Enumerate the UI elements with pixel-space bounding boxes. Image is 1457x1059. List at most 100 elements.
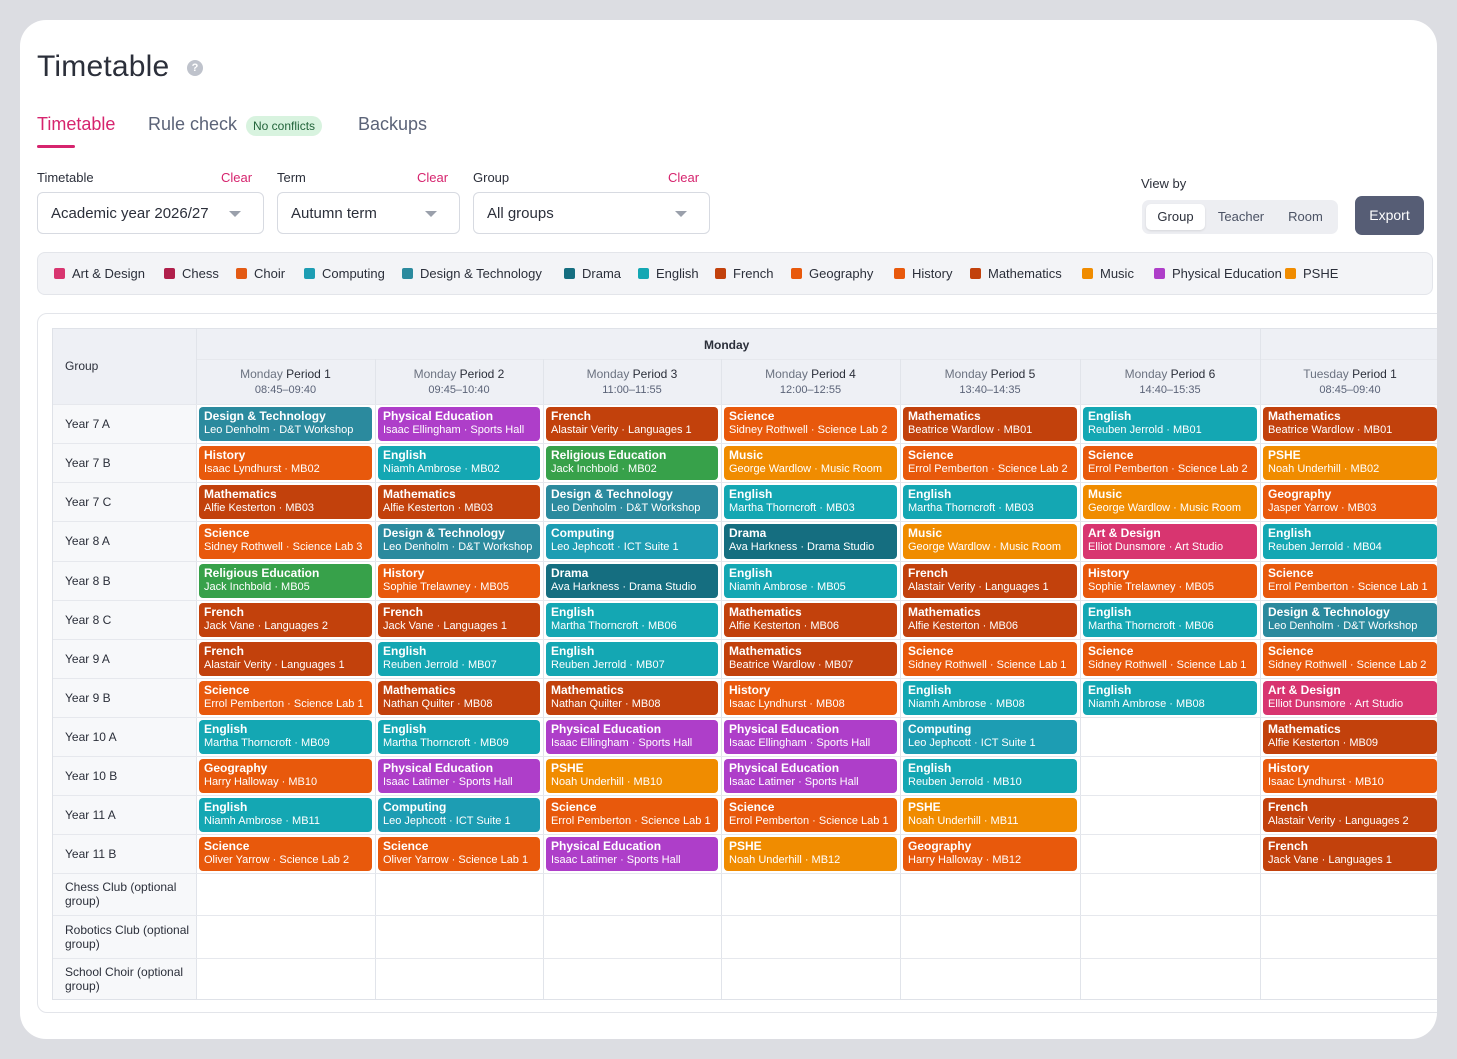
lesson-cell[interactable]: Science Sidney Rothwell · Science Lab 3 [199,524,372,559]
lesson-cell[interactable]: English Martha Thorncroft · MB03 [724,485,897,519]
lesson-cell[interactable]: Mathematics Alfie Kesterton · MB09 [1263,720,1437,754]
lesson-cell[interactable]: Geography Jasper Yarrow · MB03 [1263,485,1437,519]
lesson-cell[interactable]: English Niamh Ambrose · MB02 [378,446,540,480]
lesson-cell[interactable]: Computing Leo Jephcott · ICT Suite 1 [378,798,540,832]
lesson-cell[interactable]: French Alastair Verity · Languages 1 [903,564,1077,598]
lesson-cell[interactable]: PSHE Noah Underhill · MB12 [724,837,897,871]
lesson-cell[interactable]: English Niamh Ambrose · MB05 [724,564,897,598]
lesson-cell[interactable]: English Niamh Ambrose · MB08 [903,681,1077,715]
lesson-cell[interactable]: English Reuben Jerrold · MB07 [378,642,540,676]
row-divider [53,639,1437,640]
term-clear-link[interactable]: Clear [417,170,449,185]
lesson-cell[interactable]: Art & Design Elliot Dunsmore · Art Studio [1083,524,1257,559]
lesson-cell[interactable]: History Sophie Trelawney · MB05 [1083,564,1257,598]
lesson-cell[interactable]: Drama Ava Harkness · Drama Studio [724,524,897,559]
lesson-cell[interactable]: Music George Wardlow · Music Room [724,446,897,480]
lesson-cell[interactable]: Mathematics Alfie Kesterton · MB06 [724,603,897,637]
lesson-cell[interactable]: English Martha Thorncroft · MB09 [199,720,372,754]
group-select[interactable]: All groups [473,192,710,234]
period-label: Period 1 [286,367,331,381]
lesson-cell[interactable]: French Alastair Verity · Languages 2 [1263,798,1437,832]
lesson-cell[interactable]: Mathematics Beatrice Wardlow · MB01 [1263,407,1437,441]
lesson-cell[interactable]: Religious Education Jack Inchbold · MB02 [546,446,718,480]
lesson-cell[interactable]: Mathematics Alfie Kesterton · MB06 [903,603,1077,637]
lesson-cell[interactable]: History Isaac Lyndhurst · MB08 [724,681,897,715]
lesson-cell[interactable]: French Jack Vane · Languages 2 [199,603,372,637]
lesson-cell[interactable]: Computing Leo Jephcott · ICT Suite 1 [903,720,1077,754]
timetable-select[interactable]: Academic year 2026/27 [37,192,264,234]
lesson-cell[interactable]: Science Errol Pemberton · Science Lab 1 [1263,564,1437,598]
term-select[interactable]: Autumn term [277,192,460,234]
help-icon[interactable]: ? [187,60,203,76]
group-clear-link[interactable]: Clear [668,170,700,185]
lesson-cell[interactable]: French Alastair Verity · Languages 1 [546,407,718,441]
lesson-cell[interactable]: Music George Wardlow · Music Room [903,524,1077,559]
lesson-cell[interactable]: Science Oliver Yarrow · Science Lab 1 [378,837,540,871]
lesson-cell[interactable]: PSHE Noah Underhill · MB02 [1263,446,1437,480]
view-by-group-button[interactable]: Group [1146,204,1205,230]
lesson-cell[interactable]: Physical Education Isaac Ellingham · Spor… [546,720,718,754]
view-by-room-button[interactable]: Room [1288,209,1323,224]
lesson-cell[interactable]: English Niamh Ambrose · MB11 [199,798,372,832]
lesson-cell[interactable]: Physical Education Isaac Ellingham · Spor… [724,720,897,754]
lesson-subject: English [204,800,248,814]
lesson-cell[interactable]: Art & Design Elliot Dunsmore · Art Studio [1263,681,1437,715]
timetable-clear-link[interactable]: Clear [221,170,253,185]
lesson-cell[interactable]: Science Errol Pemberton · Science Lab 1 [546,798,718,832]
lesson-cell[interactable]: French Alastair Verity · Languages 1 [199,642,372,676]
tab-rule-check[interactable]: Rule check [148,114,238,134]
lesson-cell[interactable]: English Niamh Ambrose · MB08 [1083,681,1257,715]
lesson-cell[interactable]: Mathematics Beatrice Wardlow · MB07 [724,642,897,676]
lesson-cell[interactable]: Design & Technology Leo Denholm · D&T Wor… [546,485,718,519]
lesson-cell[interactable]: French Jack Vane · Languages 1 [1263,837,1437,871]
lesson-cell[interactable]: Design & Technology Leo Denholm · D&T Wor… [199,407,372,441]
lesson-cell[interactable]: Science Sidney Rothwell · Science Lab 2 [1263,642,1437,676]
lesson-cell[interactable]: Mathematics Nathan Quilter · MB08 [378,681,540,715]
lesson-cell[interactable]: Science Sidney Rothwell · Science Lab 2 [724,407,897,441]
lesson-cell[interactable]: Science Oliver Yarrow · Science Lab 2 [199,837,372,871]
lesson-cell[interactable]: English Reuben Jerrold · MB01 [1083,407,1257,441]
lesson-cell[interactable]: PSHE Noah Underhill · MB11 [903,798,1077,832]
lesson-cell[interactable]: English Martha Thorncroft · MB06 [1083,603,1257,637]
lesson-cell[interactable]: English Martha Thorncroft · MB03 [903,485,1077,519]
period-time: 13:40–14:35 [959,384,1021,396]
lesson-cell[interactable]: Science Errol Pemberton · Science Lab 1 [199,681,372,715]
lesson-cell[interactable]: English Reuben Jerrold · MB07 [546,642,718,676]
lesson-cell[interactable]: Geography Harry Halloway · MB10 [199,759,372,793]
lesson-cell[interactable]: PSHE Noah Underhill · MB10 [546,759,718,793]
lesson-cell[interactable]: Mathematics Alfie Kesterton · MB03 [199,485,372,519]
lesson-cell[interactable]: History Isaac Lyndhurst · MB10 [1263,759,1437,793]
lesson-cell[interactable]: English Martha Thorncroft · MB09 [378,720,540,754]
lesson-cell[interactable]: Science Errol Pemberton · Science Lab 1 [724,798,897,832]
view-by-label: View by [1141,176,1187,191]
lesson-cell[interactable]: Design & Technology Leo Denholm · D&T Wor… [378,524,540,559]
lesson-cell[interactable]: Music George Wardlow · Music Room [1083,485,1257,519]
lesson-cell[interactable]: Religious Education Jack Inchbold · MB05 [199,564,372,598]
lesson-cell[interactable]: Science Errol Pemberton · Science Lab 2 [1083,446,1257,480]
lesson-cell[interactable]: Physical Education Isaac Ellingham · Spor… [378,407,540,441]
lesson-cell[interactable]: Design & Technology Leo Denholm · D&T Wor… [1263,603,1437,637]
lesson-cell[interactable]: English Reuben Jerrold · MB04 [1263,524,1437,559]
lesson-cell[interactable]: Physical Education Isaac Latimer · Sports… [378,759,540,793]
tab-timetable[interactable]: Timetable [37,114,116,134]
lesson-cell[interactable]: French Jack Vane · Languages 1 [378,603,540,637]
lesson-cell[interactable]: Mathematics Nathan Quilter · MB08 [546,681,718,715]
lesson-cell[interactable]: Geography Harry Halloway · MB12 [903,837,1077,871]
lesson-cell[interactable]: History Sophie Trelawney · MB05 [378,564,540,598]
lesson-cell[interactable]: English Reuben Jerrold · MB10 [903,759,1077,793]
export-button[interactable]: Export [1355,196,1424,235]
lesson-cell[interactable]: Science Sidney Rothwell · Science Lab 1 [1083,642,1257,676]
lesson-cell[interactable]: Computing Leo Jephcott · ICT Suite 1 [546,524,718,559]
tab-backups[interactable]: Backups [358,114,428,134]
lesson-cell[interactable]: Drama Ava Harkness · Drama Studio [546,564,718,598]
lesson-cell[interactable]: Mathematics Alfie Kesterton · MB03 [378,485,540,519]
lesson-cell[interactable]: Science Sidney Rothwell · Science Lab 1 [903,642,1077,676]
lesson-subject: Science [551,800,597,814]
lesson-cell[interactable]: Physical Education Isaac Latimer · Sports… [546,837,718,871]
view-by-teacher-button[interactable]: Teacher [1217,209,1265,224]
lesson-cell[interactable]: History Isaac Lyndhurst · MB02 [199,446,372,480]
lesson-cell[interactable]: Mathematics Beatrice Wardlow · MB01 [903,407,1077,441]
lesson-cell[interactable]: Physical Education Isaac Latimer · Sports… [724,759,897,793]
lesson-cell[interactable]: Science Errol Pemberton · Science Lab 2 [903,446,1077,480]
lesson-cell[interactable]: English Martha Thorncroft · MB06 [546,603,718,637]
